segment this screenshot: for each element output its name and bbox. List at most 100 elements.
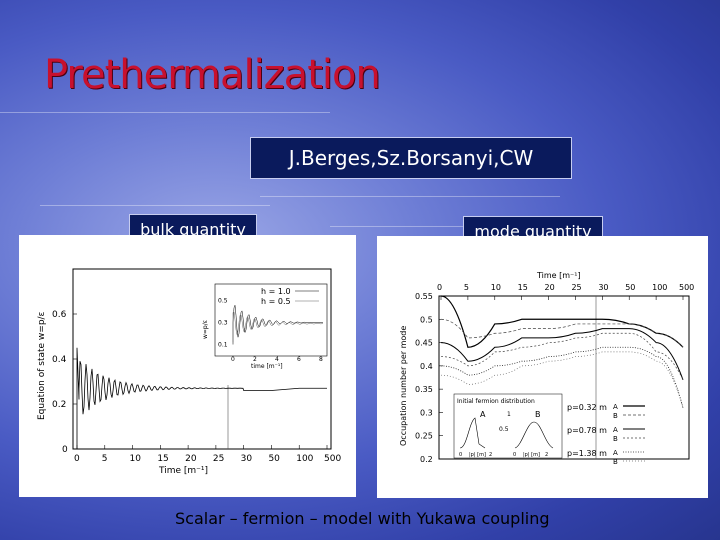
legend: p=0.32 m ABp=0.78 m ABp=1.38 m AB xyxy=(567,403,645,466)
inset-x-tick-label: 0 xyxy=(459,452,462,458)
plot-frame xyxy=(438,295,690,460)
x-tick-label: 0 xyxy=(437,283,442,292)
inset-y-tick-label: 0.5 xyxy=(218,298,228,305)
y-tick-label: 0.55 xyxy=(415,292,433,301)
series-line-5 xyxy=(440,346,684,408)
y-tick-label: 0.35 xyxy=(415,385,433,394)
inset-x-tick-labels: 0 |p| [m] 2 0 |p| [m] 2 xyxy=(459,452,548,458)
inset-y-axis-label: w=p/ε xyxy=(202,320,209,339)
series-line-2 xyxy=(440,318,684,348)
y-tick-label: 0.6 xyxy=(52,310,67,320)
inset-x-tick-label: 2 xyxy=(253,356,257,363)
y-axis-label: Occupation number per mode xyxy=(399,326,408,446)
x-tick-label: 25 xyxy=(571,283,581,292)
background-streak xyxy=(330,226,590,227)
x-tick-label: 30 xyxy=(598,283,608,292)
legend-b: B xyxy=(613,458,618,466)
y-tick-label: 0.25 xyxy=(415,432,433,441)
slide-title: Prethermalization xyxy=(44,52,381,98)
x-tick-labels: 0 5 10 15 20 25 30 50 100 500 xyxy=(74,445,341,464)
inset-frame xyxy=(453,393,563,459)
occupation-number-chart: Time [m⁻¹] 0 5 10 15 20 25 30 50 100 500 0.550.50… xyxy=(399,271,694,466)
inset-curve-a xyxy=(459,417,486,449)
slide-caption: Scalar – fermion – model with Yukawa cou… xyxy=(175,509,550,528)
inset-x-tick-label: 2 xyxy=(489,452,492,458)
inset-y-tick-05: 0.5 xyxy=(499,426,509,433)
inset-x-tick-label: 2 xyxy=(545,452,548,458)
x-tick-label: 15 xyxy=(518,283,528,292)
inset-x-tick-label: |p| [m] xyxy=(523,452,540,458)
x-tick-label: 0 xyxy=(74,454,80,464)
inset-x-tick-label: |p| [m] xyxy=(469,452,486,458)
x-tick-label: 10 xyxy=(491,283,501,292)
x-tick-labels: 0 5 10 15 20 25 30 50 100 500 xyxy=(437,283,694,300)
legend-label: p=0.32 m xyxy=(567,403,607,412)
x-tick-label: 50 xyxy=(625,283,635,292)
legend-b: B xyxy=(613,435,618,443)
inset-legend-1: h = 1.0 xyxy=(261,287,291,296)
y-tick-label: 0 xyxy=(62,445,68,455)
x-tick-label: 15 xyxy=(157,454,168,464)
y-axis-label: Equation of state w=p/ε xyxy=(37,311,47,420)
inset-series-h-1 xyxy=(232,305,323,345)
series-lines xyxy=(440,295,684,408)
inset-legend-2: h = 0.5 xyxy=(261,297,291,306)
inset-x-axis-label: time [m⁻¹] xyxy=(251,363,283,370)
x-tick-label: 5 xyxy=(102,454,108,464)
series-line-1 xyxy=(440,295,684,348)
x-tick-label: 20 xyxy=(545,283,555,292)
inset-y-tick-label: 0.3 xyxy=(218,320,228,327)
equation-of-state-chart: 0 5 10 15 20 25 30 50 100 500 00.20.40.6 Time [m⁻… xyxy=(37,268,341,476)
x-tick-label: 100 xyxy=(652,283,667,292)
x-tick-label: 500 xyxy=(679,283,694,292)
y-tick-label: 0.3 xyxy=(420,408,433,417)
legend-b: B xyxy=(613,412,618,420)
x-axis-label: Time [m⁻¹] xyxy=(536,271,581,280)
y-tick-label: 0.4 xyxy=(52,355,67,365)
x-tick-label: 10 xyxy=(130,454,142,464)
inset-x-tick-label: 6 xyxy=(297,356,301,363)
inset-x-tick-label: 4 xyxy=(275,356,279,363)
background-streak xyxy=(260,196,560,197)
y-tick-label: 0.5 xyxy=(420,315,433,324)
background-streak xyxy=(40,205,270,206)
legend-label: p=1.38 m xyxy=(567,449,607,458)
legend-label: p=0.78 m xyxy=(567,426,607,435)
authors-label: J.Berges,Sz.Borsanyi,CW xyxy=(250,137,572,179)
inset-x-tick-labels: 0 2 4 6 8 xyxy=(231,356,323,363)
series-line xyxy=(76,347,327,449)
series-line-6 xyxy=(440,351,684,408)
inset-y-tick-1: 1 xyxy=(507,411,511,418)
equation-of-state-plot: 0 5 10 15 20 25 30 50 100 500 0 0.2 0.4 0.6 Time [m⁻… xyxy=(19,235,356,497)
y-tick-label: 0.45 xyxy=(415,339,433,348)
inset-y-tick-labels: 0.5 0.3 0.1 xyxy=(218,298,228,349)
x-tick-label: 20 xyxy=(185,454,197,464)
inset-y-tick-label: 0.1 xyxy=(218,342,228,349)
y-tick-label: 0.2 xyxy=(52,400,66,410)
legend-a: A xyxy=(613,426,618,434)
y-tick-label: 0.4 xyxy=(420,362,433,371)
inset-x-tick-label: 0 xyxy=(513,452,516,458)
x-tick-label: 30 xyxy=(241,454,253,464)
inset-x-tick-label: 8 xyxy=(319,356,323,363)
series-line-4 xyxy=(440,332,684,380)
inset-frame xyxy=(214,283,328,357)
series-line-3 xyxy=(440,328,684,380)
y-tick-label: 0.2 xyxy=(420,455,433,464)
inset-series-h-05 xyxy=(232,311,324,343)
x-axis-label: Time [m⁻¹] xyxy=(158,466,208,476)
inset-x-tick-label: 0 xyxy=(231,356,235,363)
background-streak xyxy=(0,112,330,113)
x-tick-label: 100 xyxy=(296,454,313,464)
y-tick-labels: 0.55 0.5 0.45 0.4 0.35 0.3 0.25 0.2 xyxy=(415,292,443,464)
x-tick-label: 500 xyxy=(324,454,341,464)
x-tick-label: 5 xyxy=(464,283,469,292)
inset-title: Initial fermion distribution xyxy=(457,398,535,405)
x-tick-label: 50 xyxy=(268,454,280,464)
inset-panel-a: A xyxy=(480,410,486,419)
x-tick-label: 25 xyxy=(213,454,224,464)
inset-panel-b: B xyxy=(535,410,541,419)
occupation-number-plot: Time [m⁻¹] 0 5 10 15 20 25 30 50 100 500 0.55 0.5 0… xyxy=(377,236,708,498)
y-tick-labels: 0 0.2 0.4 0.6 xyxy=(52,310,77,455)
legend-a: A xyxy=(613,449,618,457)
